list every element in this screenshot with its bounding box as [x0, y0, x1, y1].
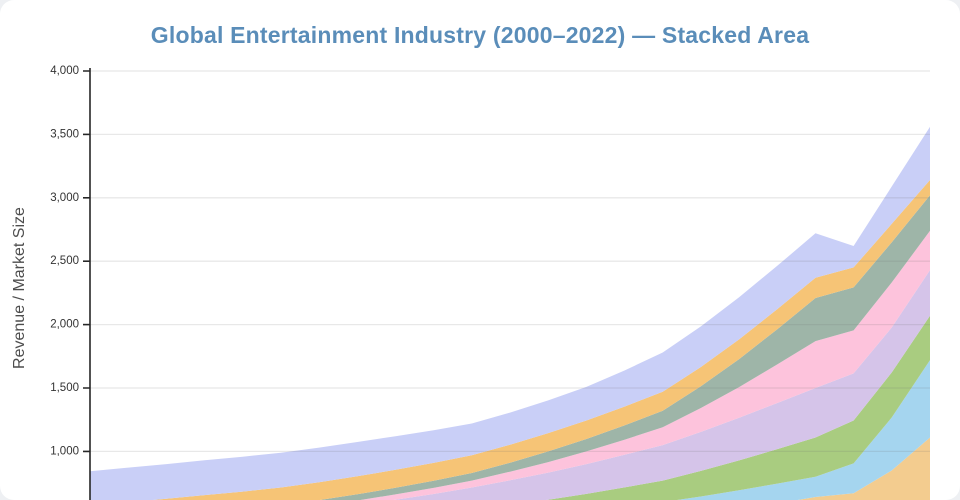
area-layer-6: [319, 195, 930, 500]
area-layer-8: [90, 126, 930, 500]
area-layer-1: [797, 437, 930, 500]
y-tick-label-2000: 2,000: [50, 319, 79, 331]
area-layer-5: [360, 230, 930, 500]
area-layers: [90, 126, 930, 500]
area-layer-7: [152, 180, 930, 500]
y-tick-label-3000: 3,000: [50, 192, 79, 204]
area-layer-2: [677, 360, 930, 500]
area-layer-4: [393, 270, 930, 500]
y-axis: [83, 68, 91, 500]
y-axis-label: Revenue / Market Size: [11, 207, 28, 369]
y-tick-label-2500: 2,500: [50, 255, 79, 267]
y-tick-label-4000: 4,000: [50, 65, 79, 77]
chart-title: Global Entertainment Industry (2000–2022…: [150, 22, 810, 48]
y-tick-label-1500: 1,500: [50, 382, 79, 394]
y-axis-tick-labels: 4,000 3,500 3,000 2,500 2,000 1,500 1,000: [50, 65, 79, 457]
y-tick-label-1000: 1,000: [50, 445, 79, 457]
y-tick-label-3500: 3,500: [50, 128, 79, 140]
gridlines: [90, 70, 930, 453]
area-layer-3: [545, 315, 930, 500]
